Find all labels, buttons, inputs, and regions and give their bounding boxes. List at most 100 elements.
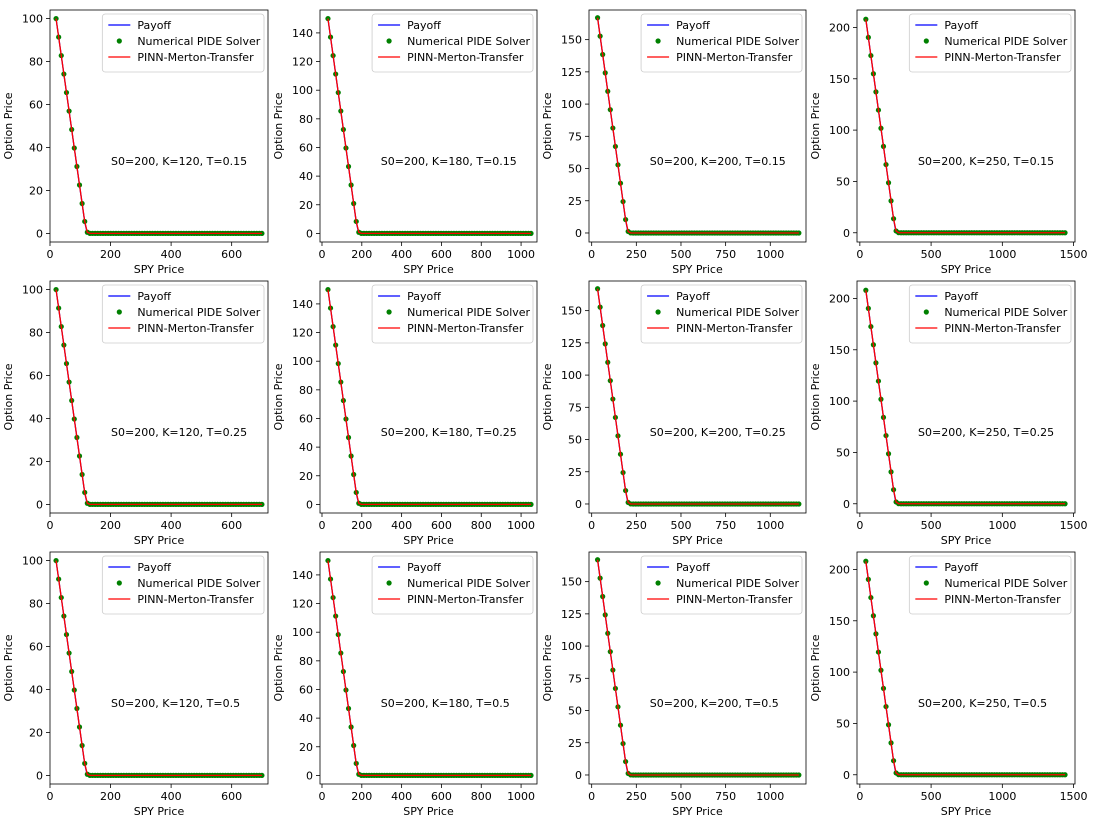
y-tick-label: 60 (29, 99, 43, 112)
parameter-annotation: S0=200, K=180, T=0.25 (381, 426, 517, 439)
x-axis-label: SPY Price (941, 805, 992, 818)
x-tick-label: 600 (221, 519, 242, 532)
legend-entry-label: Numerical PIDE Solver (676, 577, 799, 590)
legend-box (908, 13, 1072, 73)
parameter-annotation: S0=200, K=120, T=0.15 (111, 155, 247, 168)
y-tick-label: 0 (575, 498, 582, 511)
x-tick-label: 600 (221, 790, 242, 803)
x-tick-label: 0 (318, 790, 325, 803)
legend-pide-swatch (923, 309, 929, 315)
legend-entry-label: PINN-Merton-Transfer (407, 51, 524, 64)
parameter-annotation: S0=200, K=250, T=0.5 (918, 697, 1047, 710)
y-tick-label: 100 (561, 369, 582, 382)
y-tick-label: 0 (843, 227, 850, 240)
parameter-annotation: S0=200, K=250, T=0.25 (918, 426, 1054, 439)
y-tick-label: 150 (829, 73, 850, 86)
y-tick-label: 60 (29, 370, 43, 383)
axes-frame (588, 551, 807, 785)
y-tick-label: 25 (568, 737, 582, 750)
legend-pide-swatch (655, 38, 661, 44)
x-tick-label: 750 (715, 790, 736, 803)
y-tick-label: 100 (561, 98, 582, 111)
y-tick-label: 100 (561, 640, 582, 653)
y-axis-label: Option Price (541, 634, 554, 701)
y-tick-label: 120 (292, 327, 313, 340)
y-tick-label: 200 (829, 292, 850, 305)
x-tick-label: 250 (626, 790, 647, 803)
legend-entry-label: Payoff (407, 561, 441, 574)
x-axis-label: SPY Price (403, 263, 454, 276)
series-pinn-line (327, 560, 532, 777)
y-tick-label: 125 (561, 66, 582, 79)
y-tick-label: 150 (561, 305, 582, 318)
y-tick-label: 200 (829, 563, 850, 576)
x-tick-label: 600 (431, 519, 452, 532)
legend-box (640, 13, 803, 73)
subplot-2-2: 0 250 500 750 1000 0 25 50 75 100 125 150 SPY Price O… (541, 551, 807, 818)
subplot-1-0: 0 200 400 600 0 20 40 60 80 100 SPY Price Option Pr… (2, 280, 269, 547)
axes-frame (856, 9, 1076, 243)
legend-box (908, 555, 1072, 615)
x-tick-label: 0 (588, 248, 595, 261)
y-tick-label: 25 (568, 466, 582, 479)
legend-entry-label: Numerical PIDE Solver (407, 35, 530, 48)
legend-entry-label: Numerical PIDE Solver (944, 577, 1067, 590)
x-tick-label: 600 (431, 248, 452, 261)
y-tick-label: 100 (292, 355, 313, 368)
legend-pide-swatch (116, 580, 122, 586)
y-tick-label: 140 (292, 569, 313, 582)
plot-area (325, 286, 534, 508)
legend-entry-label: PINN-Merton-Transfer (676, 593, 793, 606)
legend-box (908, 284, 1072, 344)
x-tick-label: 400 (391, 790, 412, 803)
x-tick-label: 400 (161, 248, 182, 261)
legend-box (101, 555, 265, 615)
x-tick-label: 1000 (756, 248, 784, 261)
y-tick-label: 60 (29, 641, 43, 654)
series-pinn-line (865, 561, 1066, 776)
legend-entry-label: PINN-Merton-Transfer (944, 322, 1061, 335)
legend-box (101, 13, 265, 73)
series-pinn-line (55, 18, 262, 235)
y-tick-label: 50 (836, 175, 850, 188)
y-tick-label: 20 (299, 470, 313, 483)
plot-area (594, 15, 802, 236)
series-pinn-line (55, 560, 262, 777)
y-tick-label: 25 (568, 195, 582, 208)
x-tick-label: 400 (391, 248, 412, 261)
subplot-2-1: 0 200 400 600 800 1000 0 20 40 60 80 100 120 140 SPY P… (272, 551, 538, 818)
series-pinn-line (327, 289, 532, 506)
legend-entry-label: PINN-Merton-Transfer (944, 593, 1061, 606)
y-tick-label: 50 (836, 717, 850, 730)
x-axis-label: SPY Price (941, 534, 992, 547)
x-tick-label: 800 (471, 519, 492, 532)
subplot-1-1: 0 200 400 600 800 1000 0 20 40 60 80 100 120 140 SPY P… (272, 280, 538, 547)
y-tick-label: 0 (306, 769, 313, 782)
y-tick-label: 80 (299, 655, 313, 668)
y-axis-label: Option Price (541, 92, 554, 159)
y-tick-label: 50 (568, 434, 582, 447)
legend: Payoff Numerical PIDE Solver PINN-Merton-T… (640, 284, 803, 344)
parameter-annotation: S0=200, K=200, T=0.25 (650, 426, 786, 439)
plot-area (53, 286, 265, 508)
series-pinn-line (596, 559, 799, 776)
x-tick-label: 0 (47, 519, 54, 532)
x-tick-label: 0 (588, 519, 595, 532)
y-tick-label: 60 (299, 683, 313, 696)
parameter-annotation: S0=200, K=200, T=0.5 (650, 697, 779, 710)
legend-pide-swatch (386, 580, 392, 586)
y-tick-label: 75 (568, 401, 582, 414)
y-tick-label: 140 (292, 27, 313, 40)
x-tick-label: 0 (856, 248, 863, 261)
y-tick-label: 20 (29, 184, 43, 197)
series-pinn-line (327, 18, 532, 235)
x-tick-label: 1000 (756, 790, 784, 803)
legend: Payoff Numerical PIDE Solver PINN-Merton-T… (371, 13, 534, 73)
x-axis-label: SPY Price (672, 805, 723, 818)
legend-entry-label: Numerical PIDE Solver (676, 35, 799, 48)
axes-frame (588, 280, 807, 514)
y-tick-label: 0 (843, 769, 850, 782)
x-tick-label: 600 (431, 790, 452, 803)
x-tick-label: 0 (318, 519, 325, 532)
